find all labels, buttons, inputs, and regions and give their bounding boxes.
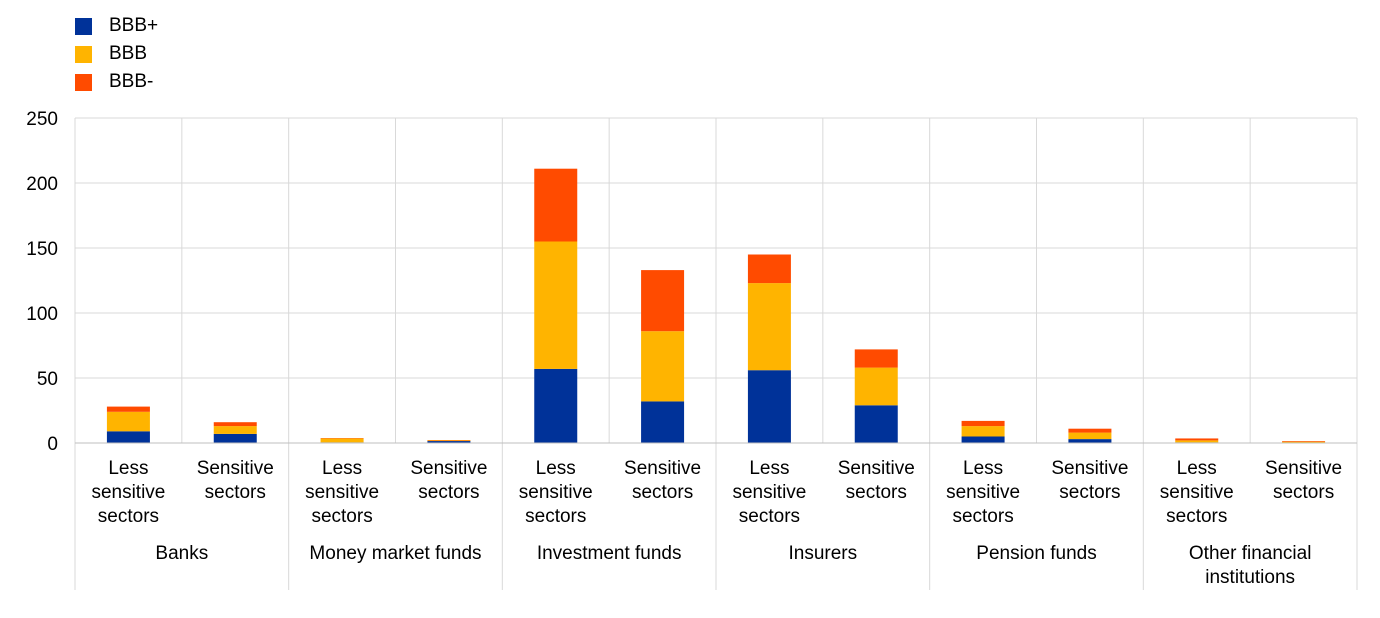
bar-investment-funds-less-sensitive-sectors-bbb-plus	[534, 368, 578, 443]
bar-other-financial-institutions-sensitive-sectors-bbb-minus	[1282, 441, 1326, 442]
bar-pension-funds-less-sensitive-sectors-bbb	[961, 426, 1005, 437]
legend-item-bbb: BBB	[75, 40, 158, 68]
legend-item-bbb-plus: BBB+	[75, 12, 158, 40]
bar-pension-funds-sensitive-sectors-bbb-minus	[1068, 428, 1112, 433]
bar-investment-funds-sensitive-sectors-bbb	[641, 331, 685, 402]
bar-other-financial-institutions-less-sensitive-sectors-bbb	[1175, 440, 1219, 443]
x-category-label: Sensitive sectors	[197, 458, 274, 503]
x-category-label: Sensitive sectors	[1265, 458, 1342, 503]
x-category-label: Less sensitive sectors	[519, 458, 593, 527]
group-label-investment-funds: Investment funds	[537, 543, 682, 564]
bar-pension-funds-less-sensitive-sectors-bbb-plus	[961, 436, 1005, 443]
group-label-banks: Banks	[155, 543, 208, 564]
bar-pension-funds-sensitive-sectors-bbb-plus	[1068, 439, 1112, 443]
legend-item-bbb-minus: BBB-	[75, 68, 158, 96]
bar-banks-less-sensitive-sectors-bbb-minus	[106, 406, 150, 412]
group-label-money-market-funds: Money market funds	[309, 543, 481, 564]
x-category-label: Sensitive sectors	[624, 458, 701, 503]
y-tick-label-200: 200	[26, 174, 58, 195]
group-label-other-financial-institutions: Other financial institutions	[1189, 543, 1312, 588]
bar-money-market-funds-sensitive-sectors-bbb-plus	[427, 441, 471, 443]
y-tick-label-100: 100	[26, 304, 58, 325]
bar-insurers-less-sensitive-sectors-bbb	[747, 283, 791, 371]
x-category-label: Sensitive sectors	[1051, 458, 1128, 503]
y-tick-label-150: 150	[26, 239, 58, 260]
legend-label-bbb: BBB	[109, 43, 148, 64]
chart-legend: BBB+ BBB BBB-	[75, 12, 158, 96]
bar-insurers-sensitive-sectors-bbb-minus	[854, 349, 898, 368]
bar-banks-less-sensitive-sectors-bbb	[106, 411, 150, 432]
bar-pension-funds-sensitive-sectors-bbb	[1068, 432, 1112, 440]
bar-insurers-sensitive-sectors-bbb-plus	[854, 405, 898, 443]
bar-other-financial-institutions-less-sensitive-sectors-bbb-minus	[1175, 438, 1219, 441]
y-tick-label-250: 250	[26, 109, 58, 130]
x-category-label: Less sensitive sectors	[305, 458, 379, 527]
bar-banks-sensitive-sectors-bbb-minus	[213, 422, 257, 427]
legend-swatch-bbb-plus	[75, 17, 92, 35]
bar-other-financial-institutions-sensitive-sectors-bbb	[1282, 441, 1326, 443]
bar-money-market-funds-less-sensitive-sectors-bbb	[320, 438, 364, 443]
bar-banks-sensitive-sectors-bbb-plus	[213, 433, 257, 443]
y-tick-label-0: 0	[47, 434, 58, 455]
x-category-label: Sensitive sectors	[410, 458, 487, 503]
bar-banks-sensitive-sectors-bbb	[213, 426, 257, 434]
y-tick-label-50: 50	[37, 369, 58, 390]
bar-insurers-less-sensitive-sectors-bbb-minus	[747, 254, 791, 284]
bar-insurers-less-sensitive-sectors-bbb-plus	[747, 370, 791, 443]
legend-label-bbb-minus: BBB-	[109, 71, 154, 92]
group-label-insurers: Insurers	[789, 543, 858, 564]
x-category-label: Sensitive sectors	[838, 458, 915, 503]
bar-investment-funds-sensitive-sectors-bbb-minus	[641, 270, 685, 332]
legend-label-bbb-plus: BBB+	[109, 15, 159, 36]
legend-swatch-bbb	[75, 45, 92, 63]
bar-investment-funds-sensitive-sectors-bbb-plus	[641, 401, 685, 443]
legend-swatch-bbb-minus	[75, 73, 92, 91]
x-category-label: Less sensitive sectors	[946, 458, 1020, 527]
x-category-label: Less sensitive sectors	[1160, 458, 1234, 527]
bar-insurers-sensitive-sectors-bbb	[854, 367, 898, 406]
x-category-label: Less sensitive sectors	[91, 458, 165, 527]
bar-investment-funds-less-sensitive-sectors-bbb-minus	[534, 168, 578, 242]
bar-money-market-funds-sensitive-sectors-bbb	[427, 440, 471, 442]
group-label-pension-funds: Pension funds	[976, 543, 1096, 564]
x-category-label: Less sensitive sectors	[732, 458, 806, 527]
bar-investment-funds-less-sensitive-sectors-bbb	[534, 241, 578, 369]
bar-banks-less-sensitive-sectors-bbb-plus	[106, 431, 150, 443]
bar-pension-funds-less-sensitive-sectors-bbb-minus	[961, 420, 1005, 427]
